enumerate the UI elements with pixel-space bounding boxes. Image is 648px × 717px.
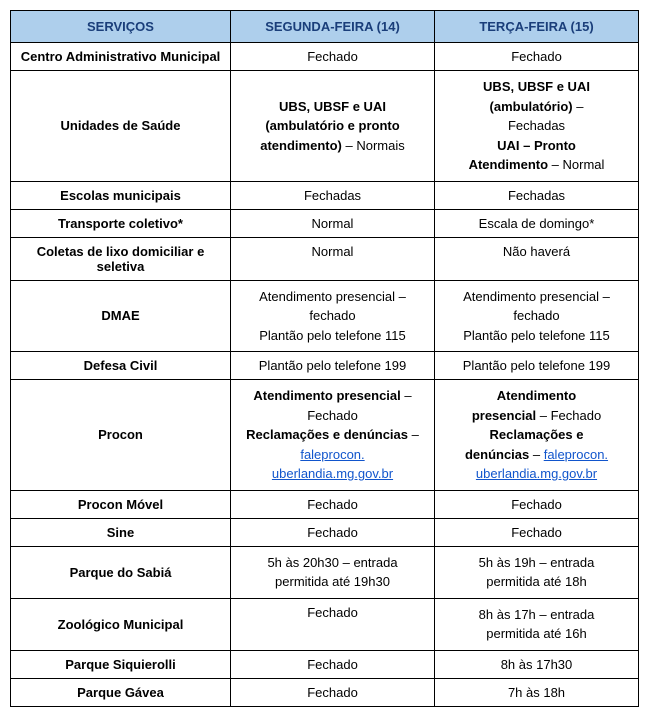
text-bold: (ambulatório) — [490, 99, 573, 114]
cell-tuesday: Plantão pelo telefone 199 — [435, 352, 639, 380]
text-bold: Reclamações e denúncias — [246, 427, 408, 442]
table-row: Procon Atendimento presencial – Fechado … — [11, 380, 639, 491]
service-name: DMAE — [11, 280, 231, 352]
text: fechado — [513, 308, 559, 323]
table-row: Sine Fechado Fechado — [11, 518, 639, 546]
table-row: DMAE Atendimento presencial – fechado Pl… — [11, 280, 639, 352]
header-row: SERVIÇOS SEGUNDA-FEIRA (14) TERÇA-FEIRA … — [11, 11, 639, 43]
table-row: Escolas municipais Fechadas Fechadas — [11, 181, 639, 209]
text-bold: Atendimento presencial — [253, 388, 400, 403]
text: Atendimento presencial – — [259, 289, 406, 304]
cell-tuesday: Não haverá — [435, 237, 639, 280]
text-bold: denúncias — [465, 447, 529, 462]
table-row: Coletas de lixo domiciliar e seletiva No… — [11, 237, 639, 280]
text: – — [408, 427, 419, 442]
cell-tuesday: Fechado — [435, 43, 639, 71]
cell-tuesday: 8h às 17h30 — [435, 650, 639, 678]
text: permitida até 16h — [486, 626, 586, 641]
text: – Normal — [548, 157, 604, 172]
cell-tuesday: 8h às 17h – entrada permitida até 16h — [435, 598, 639, 650]
table-row: Zoológico Municipal Fechado 8h às 17h – … — [11, 598, 639, 650]
cell-monday: Fechado — [231, 678, 435, 706]
table-row: Procon Móvel Fechado Fechado — [11, 490, 639, 518]
cell-monday: Fechado — [231, 518, 435, 546]
service-name: Parque do Sabiá — [11, 546, 231, 598]
text-bold: atendimento) — [260, 138, 342, 153]
text-bold: UBS, UBSF e UAI — [483, 79, 590, 94]
cell-monday: 5h às 20h30 – entrada permitida até 19h3… — [231, 546, 435, 598]
text-bold: Atendimento — [497, 388, 576, 403]
cell-monday: Fechado — [231, 650, 435, 678]
text: permitida até 18h — [486, 574, 586, 589]
text: Plantão pelo telefone 115 — [463, 328, 610, 343]
cell-tuesday: Atendimento presencial – fechado Plantão… — [435, 280, 639, 352]
service-name: Transporte coletivo* — [11, 209, 231, 237]
text-bold: Atendimento — [469, 157, 548, 172]
text-bold: UAI – Pronto — [497, 138, 576, 153]
text: 5h às 20h30 – entrada — [267, 555, 397, 570]
text: Atendimento presencial – — [463, 289, 610, 304]
cell-tuesday: Fechado — [435, 518, 639, 546]
text: Plantão pelo telefone 115 — [259, 328, 406, 343]
text: 8h às 17h – entrada — [479, 607, 595, 622]
procon-link[interactable]: uberlandia.mg.gov.br — [272, 466, 393, 481]
table-row: Defesa Civil Plantão pelo telefone 199 P… — [11, 352, 639, 380]
cell-monday: Normal — [231, 237, 435, 280]
cell-monday: Fechado — [231, 490, 435, 518]
table-row: Parque Gávea Fechado 7h às 18h — [11, 678, 639, 706]
cell-monday: Fechadas — [231, 181, 435, 209]
text: 5h às 19h – entrada — [479, 555, 595, 570]
service-name: Procon Móvel — [11, 490, 231, 518]
text-bold: (ambulatório e pronto — [265, 118, 399, 133]
table-row: Centro Administrativo Municipal Fechado … — [11, 43, 639, 71]
service-name: Sine — [11, 518, 231, 546]
text: – — [401, 388, 412, 403]
text: – Fechado — [536, 408, 601, 423]
cell-tuesday: Fechadas — [435, 181, 639, 209]
text-bold: presencial — [472, 408, 536, 423]
table-row: Unidades de Saúde UBS, UBSF e UAI (ambul… — [11, 71, 639, 182]
services-table: SERVIÇOS SEGUNDA-FEIRA (14) TERÇA-FEIRA … — [10, 10, 639, 707]
service-name: Defesa Civil — [11, 352, 231, 380]
service-name: Procon — [11, 380, 231, 491]
cell-tuesday: Atendimento presencial – Fechado Reclama… — [435, 380, 639, 491]
header-tuesday: TERÇA-FEIRA (15) — [435, 11, 639, 43]
text-bold: Reclamações e — [490, 427, 584, 442]
cell-monday: Atendimento presencial – Fechado Reclama… — [231, 380, 435, 491]
table-row: Parque do Sabiá 5h às 20h30 – entrada pe… — [11, 546, 639, 598]
header-services: SERVIÇOS — [11, 11, 231, 43]
service-name: Zoológico Municipal — [11, 598, 231, 650]
service-name: Parque Siquierolli — [11, 650, 231, 678]
text: – Normais — [342, 138, 405, 153]
text-bold: UBS, UBSF e UAI — [279, 99, 386, 114]
service-name: Coletas de lixo domiciliar e seletiva — [11, 237, 231, 280]
service-name: Unidades de Saúde — [11, 71, 231, 182]
text: fechado — [309, 308, 355, 323]
cell-tuesday: Fechado — [435, 490, 639, 518]
cell-tuesday: 5h às 19h – entrada permitida até 18h — [435, 546, 639, 598]
procon-link[interactable]: faleprocon. — [544, 447, 608, 462]
procon-link[interactable]: faleprocon. — [300, 447, 364, 462]
text: permitida até 19h30 — [275, 574, 390, 589]
cell-tuesday: 7h às 18h — [435, 678, 639, 706]
service-name: Centro Administrativo Municipal — [11, 43, 231, 71]
cell-tuesday: Escala de domingo* — [435, 209, 639, 237]
cell-tuesday: UBS, UBSF e UAI (ambulatório) – Fechadas… — [435, 71, 639, 182]
text: – — [529, 447, 543, 462]
cell-monday: UBS, UBSF e UAI (ambulatório e pronto at… — [231, 71, 435, 182]
service-name: Escolas municipais — [11, 181, 231, 209]
cell-monday: Normal — [231, 209, 435, 237]
procon-link[interactable]: uberlandia.mg.gov.br — [476, 466, 597, 481]
text: Fechadas — [508, 118, 565, 133]
text: Fechado — [307, 408, 358, 423]
table-row: Transporte coletivo* Normal Escala de do… — [11, 209, 639, 237]
cell-monday: Atendimento presencial – fechado Plantão… — [231, 280, 435, 352]
header-monday: SEGUNDA-FEIRA (14) — [231, 11, 435, 43]
table-row: Parque Siquierolli Fechado 8h às 17h30 — [11, 650, 639, 678]
text: – — [573, 99, 584, 114]
cell-monday: Fechado — [231, 598, 435, 650]
cell-monday: Plantão pelo telefone 199 — [231, 352, 435, 380]
service-name: Parque Gávea — [11, 678, 231, 706]
cell-monday: Fechado — [231, 43, 435, 71]
